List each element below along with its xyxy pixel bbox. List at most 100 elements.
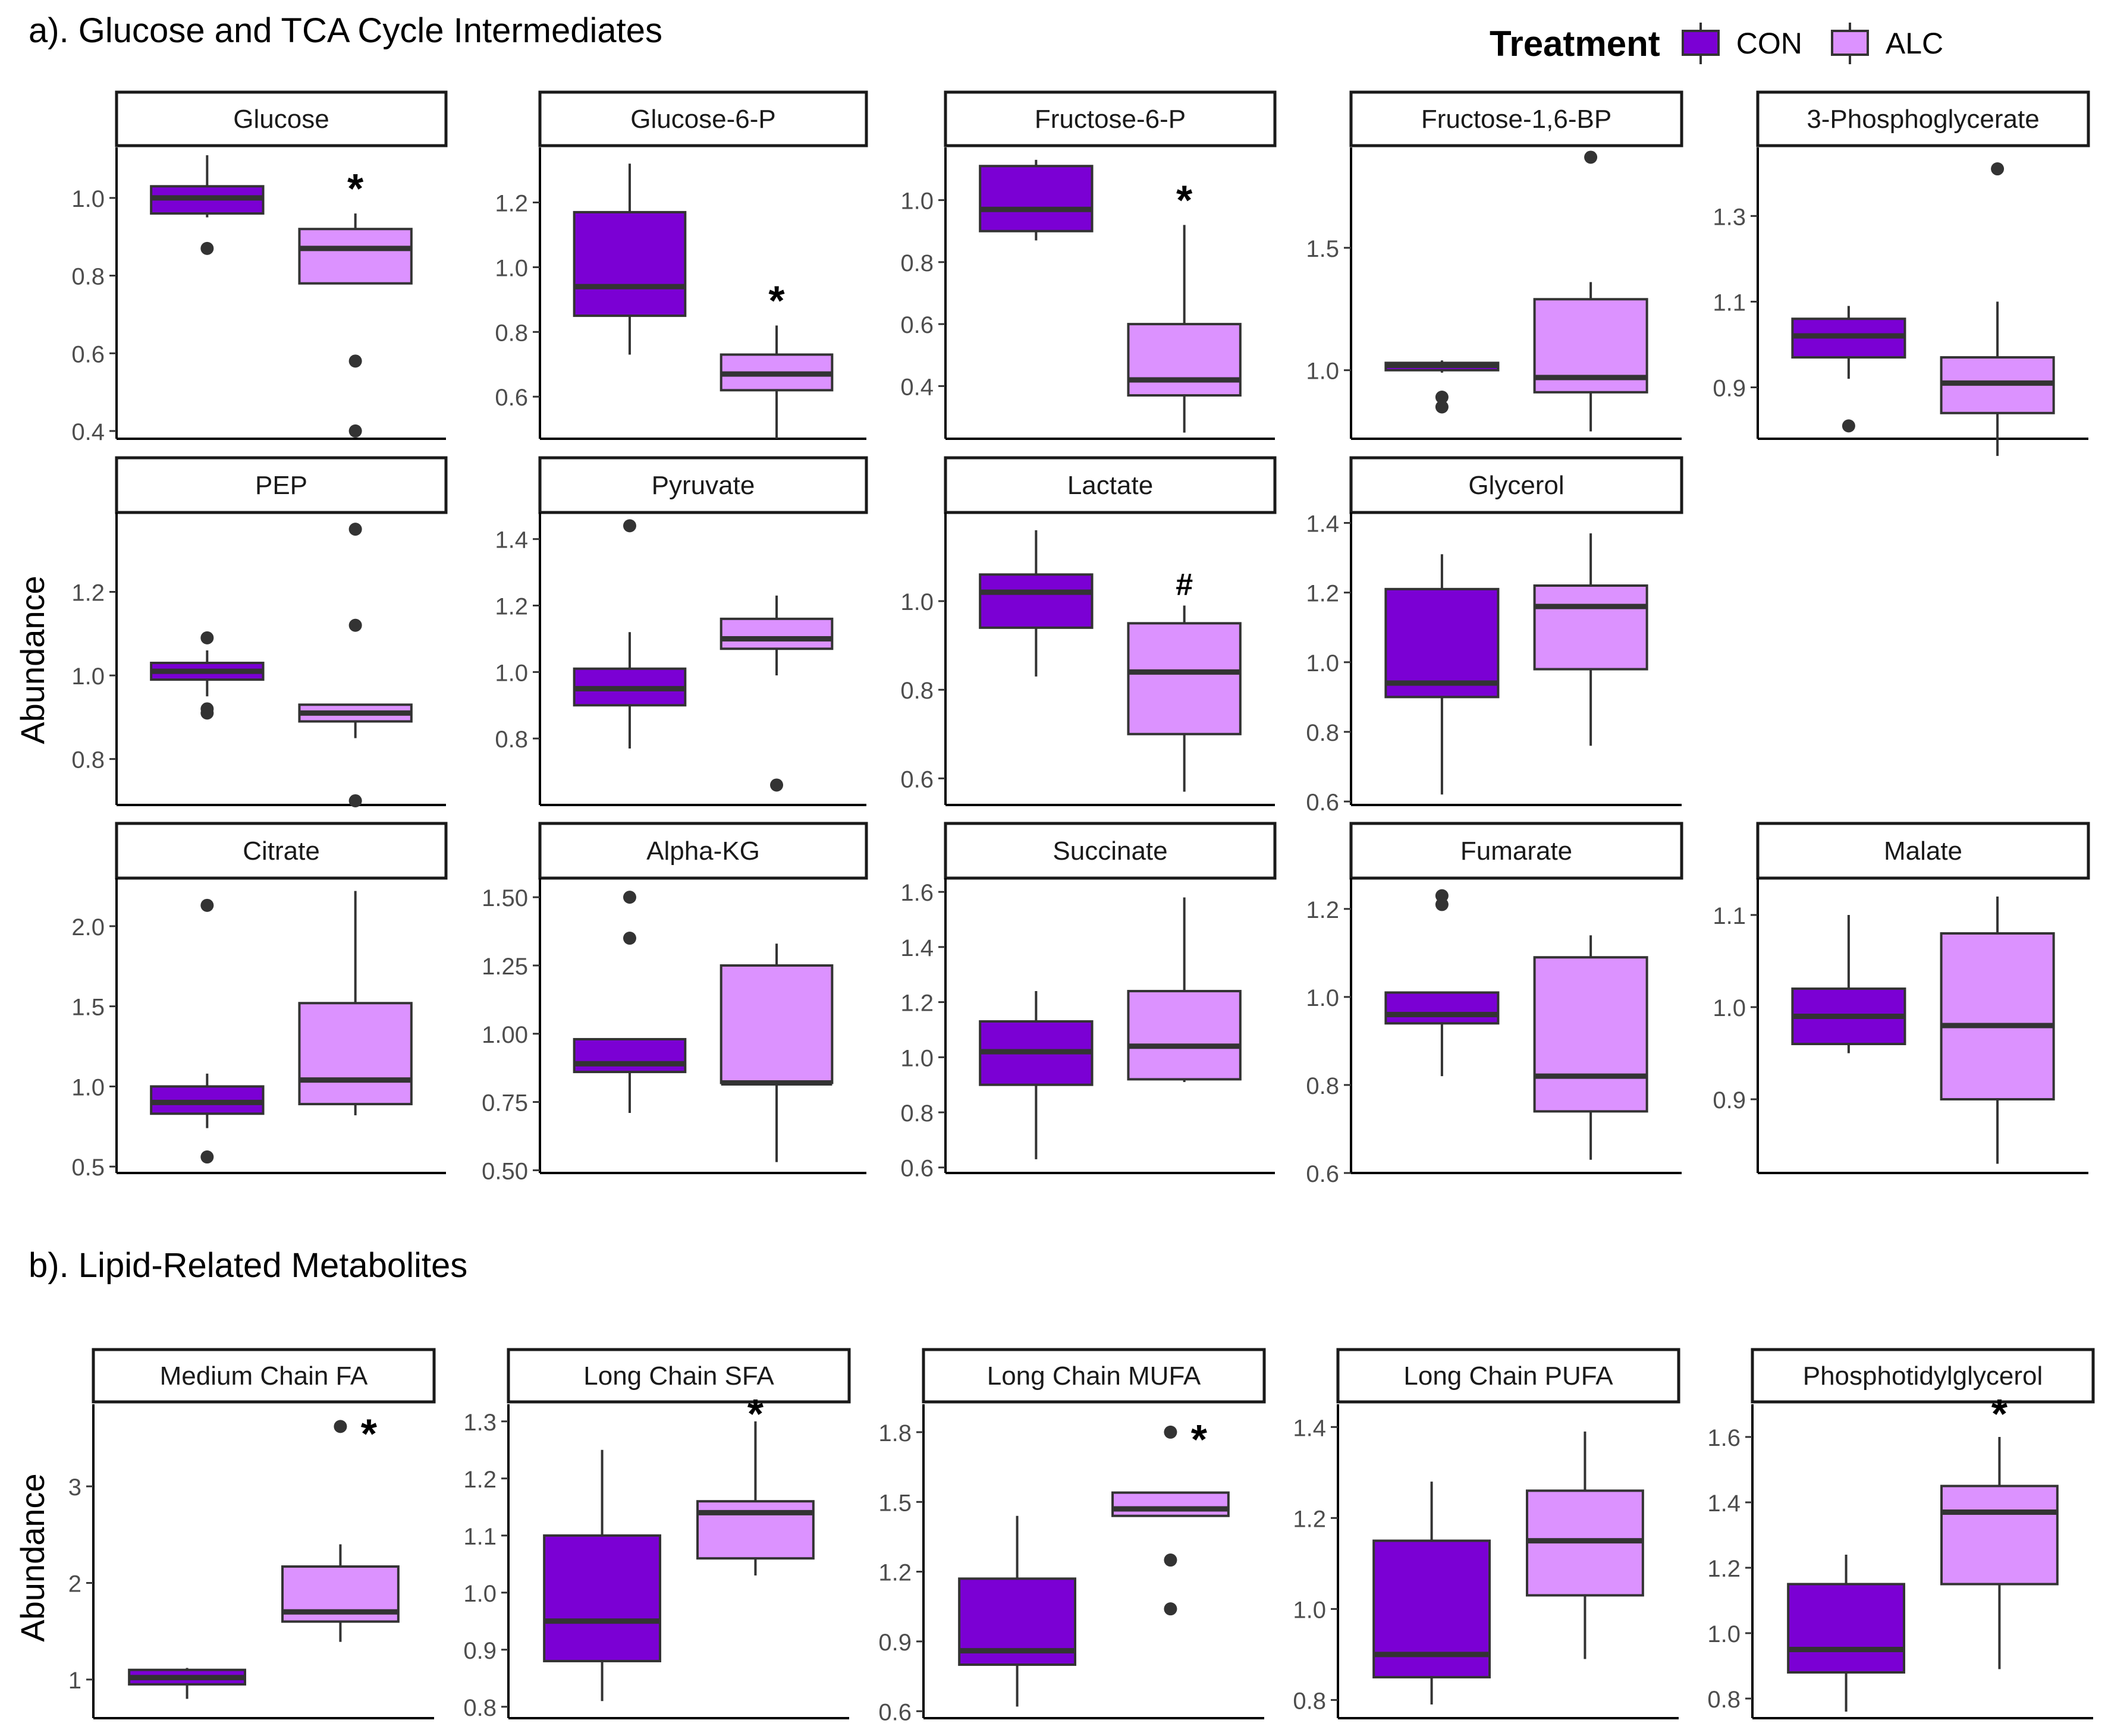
box-con <box>1791 915 1906 1053</box>
y-tick-label: 0.8 <box>71 747 105 773</box>
y-tick-label: 2.0 <box>71 914 105 941</box>
outlier-point <box>334 1420 347 1433</box>
outlier-point <box>348 794 362 807</box>
outlier-point <box>1991 162 2005 176</box>
iqr-box <box>1384 991 1500 1025</box>
y-tick-label: 0.6 <box>900 766 934 792</box>
outlier-point <box>1584 150 1598 164</box>
y-tick-label: 1.1 <box>463 1524 497 1550</box>
y-tick-label: 1.0 <box>900 188 934 215</box>
significance-marker: * <box>747 1391 764 1437</box>
box-con <box>979 530 1094 677</box>
y-tick-label: 1.6 <box>900 880 934 906</box>
y-tick-label: 1.25 <box>482 954 528 980</box>
y-tick-label: 0.8 <box>1707 1687 1741 1713</box>
panel-title: 3-Phosphoglycerate <box>1807 105 2039 134</box>
y-tick-label: 1.2 <box>1306 897 1339 923</box>
panel-long-chain-sfa: Long Chain SFA 0.8 0.9 1.0 1.1 1.2 1.3 * <box>463 1348 851 1721</box>
y-tick-label: 1.5 <box>1306 236 1339 262</box>
y-tick-label: 0.6 <box>900 1156 934 1182</box>
panel-strip <box>1336 1348 1680 1404</box>
y-tick-label: 0.8 <box>463 1695 497 1721</box>
iqr-box <box>720 964 834 1084</box>
outlier-point <box>200 706 214 720</box>
box-alc <box>1533 935 1648 1160</box>
y-tick-label: 0.75 <box>482 1090 528 1117</box>
panel-strip <box>1756 822 2090 880</box>
box-alc <box>298 523 413 807</box>
y-tick-label: 1.0 <box>495 255 528 281</box>
y-tick-label: 1.0 <box>463 1581 497 1607</box>
iqr-box <box>1940 1485 2059 1586</box>
y-tick-label: 0.8 <box>900 1100 934 1127</box>
y-tick-label: 1.2 <box>1293 1506 1326 1532</box>
panel-fructose-1-6-bp: Fructose-1,6-BP 1.0 1.5 <box>1306 90 1683 440</box>
box-alc <box>281 1420 400 1642</box>
outlier-point <box>623 932 636 945</box>
y-tick-label: 1.2 <box>878 1560 912 1586</box>
box-con <box>573 519 687 749</box>
panel-strip <box>1349 90 1683 147</box>
y-tick-label: 1.2 <box>495 594 528 620</box>
panel-strip <box>538 822 868 880</box>
y-tick-label: 1.0 <box>1306 650 1339 677</box>
outlier-point <box>1842 419 1855 433</box>
outlier-point <box>348 618 362 632</box>
box-con <box>958 1515 1076 1707</box>
panel-strip <box>115 822 448 880</box>
panel-alpha-kg: Alpha-KG 0.50 0.75 1.00 1.25 1.50 <box>482 822 868 1184</box>
outlier-point <box>348 354 362 368</box>
iqr-box <box>1111 1491 1230 1517</box>
box-con <box>150 631 265 720</box>
y-tick-label: 1.0 <box>1306 358 1339 385</box>
panel-title: PEP <box>255 471 307 500</box>
box-con <box>1384 360 1500 414</box>
y-tick-label: 1.8 <box>878 1420 912 1446</box>
y-tick-label: 1.1 <box>1713 903 1746 929</box>
panel-succinate: Succinate 0.6 0.8 1.0 1.2 1.4 1.6 <box>900 822 1277 1182</box>
y-tick-label: 0.8 <box>495 727 528 753</box>
box-alc <box>1940 1437 2059 1669</box>
section-title-a: a). Glucose and TCA Cycle Intermediates <box>29 11 662 50</box>
iqr-box <box>1127 990 1242 1081</box>
y-tick-label: 0.6 <box>900 312 934 338</box>
significance-marker: # <box>1176 568 1193 602</box>
y-tick-label: 0.9 <box>1713 1087 1746 1114</box>
y-tick-label: 2 <box>68 1571 81 1597</box>
y-tick-label: 1.2 <box>1707 1556 1741 1582</box>
panel-malate: Malate 0.9 1.0 1.1 <box>1713 822 2090 1174</box>
significance-marker: * <box>1991 1391 2008 1437</box>
panel-title: Long Chain SFA <box>583 1361 774 1391</box>
y-tick-label: 1.1 <box>1713 290 1746 316</box>
y-tick-label: 0.8 <box>1306 720 1339 746</box>
box-alc <box>1111 1425 1230 1616</box>
iqr-box <box>979 165 1094 232</box>
box-alc <box>720 595 834 792</box>
y-axis-title-a: Abundance <box>14 575 51 744</box>
panel-strip <box>115 456 448 514</box>
y-tick-label: 1.4 <box>1707 1490 1741 1517</box>
panel-strip <box>944 822 1277 880</box>
panel-lactate: Lactate 0.6 0.8 1.0 # <box>900 456 1277 806</box>
iqr-box <box>696 1500 815 1560</box>
box-alc <box>1127 897 1242 1083</box>
panel-title: Glycerol <box>1468 471 1564 500</box>
y-tick-label: 1.4 <box>495 527 528 553</box>
box-alc <box>298 213 413 438</box>
legend-swatch-con <box>1681 30 1720 56</box>
y-tick-label: 0.8 <box>900 250 934 276</box>
panel-title: Citrate <box>243 836 320 866</box>
y-tick-label: 0.8 <box>900 678 934 704</box>
y-tick-label: 1.2 <box>900 990 934 1017</box>
section-title-b: b). Lipid-Related Metabolites <box>29 1246 468 1285</box>
box-con <box>150 155 265 255</box>
iqr-box <box>1384 587 1500 699</box>
significance-marker: * <box>1176 177 1193 223</box>
y-tick-label: 0.6 <box>71 341 105 367</box>
panel-long-chain-mufa: Long Chain MUFA 0.6 0.9 1.2 1.5 1.8 * <box>878 1348 1266 1725</box>
box-con <box>979 991 1094 1159</box>
y-tick-label: 0.6 <box>1306 1161 1339 1187</box>
y-axis-title-b: Abundance <box>14 1473 51 1641</box>
y-tick-label: 0.4 <box>900 374 934 400</box>
box-alc <box>1940 897 2055 1164</box>
